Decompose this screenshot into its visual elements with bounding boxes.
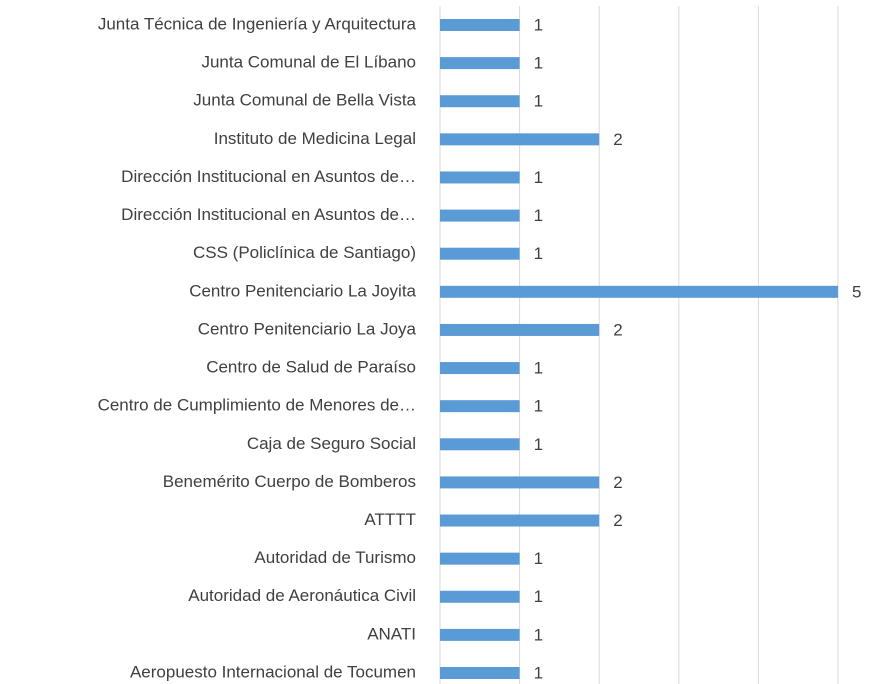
bar	[440, 95, 520, 108]
y-tick-label: Centro de Cumplimiento de Menores de…	[98, 396, 416, 415]
y-tick-label: Dirección Institucional en Asuntos de…	[121, 167, 416, 186]
y-tick-label: ATTTT	[364, 510, 416, 529]
value-label: 2	[613, 130, 622, 149]
value-label: 1	[534, 92, 543, 111]
value-label: 1	[534, 625, 543, 644]
y-tick-label: Dirección Institucional en Asuntos de…	[121, 205, 416, 224]
value-label: 1	[534, 397, 543, 416]
value-label: 1	[534, 587, 543, 606]
value-label: 1	[534, 663, 543, 682]
value-label: 1	[534, 206, 543, 225]
y-tick-label: Aeropuesto Internacional de Tocumen	[130, 662, 416, 681]
bar	[440, 171, 520, 184]
value-label: 1	[534, 15, 543, 34]
bar	[440, 628, 520, 641]
bar	[440, 57, 520, 70]
value-label: 5	[852, 282, 861, 301]
value-label: 1	[534, 549, 543, 568]
bar	[440, 438, 520, 451]
bar	[440, 590, 520, 603]
bar	[440, 19, 520, 31]
y-tick-label: Autoridad de Aeronáutica Civil	[188, 586, 416, 605]
y-tick-label: Autoridad de Turismo	[254, 548, 416, 567]
bar	[440, 667, 520, 679]
value-label: 1	[534, 54, 543, 73]
bar	[440, 514, 600, 527]
y-tick-label: Caja de Seguro Social	[247, 434, 416, 453]
value-label: 1	[534, 244, 543, 263]
value-label: 2	[613, 320, 622, 339]
bar	[440, 247, 520, 260]
value-label: 2	[613, 511, 622, 530]
bar	[440, 285, 838, 298]
bar	[440, 362, 520, 375]
y-tick-label: Instituto de Medicina Legal	[214, 129, 416, 148]
bar	[440, 133, 600, 146]
y-tick-label: Centro Penitenciario La Joyita	[189, 281, 416, 300]
value-label: 1	[534, 168, 543, 187]
y-tick-label: Centro Penitenciario La Joya	[198, 319, 417, 338]
y-tick-label: Junta Comunal de Bella Vista	[193, 91, 416, 110]
bar	[440, 209, 520, 222]
y-tick-label: Junta Comunal de El Líbano	[201, 53, 416, 72]
bar	[440, 323, 600, 336]
value-label: 1	[534, 435, 543, 454]
y-tick-label: Junta Técnica de Ingeniería y Arquitectu…	[98, 14, 417, 33]
y-tick-label: CSS (Policlínica de Santiago)	[193, 243, 416, 262]
y-tick-label: ANATI	[367, 624, 416, 643]
y-tick-label: Benemérito Cuerpo de Bomberos	[163, 472, 416, 491]
value-label: 1	[534, 359, 543, 378]
bar	[440, 400, 520, 413]
y-tick-label: Centro de Salud de Paraíso	[206, 358, 416, 377]
bar	[440, 552, 520, 565]
value-label: 2	[613, 473, 622, 492]
bar	[440, 476, 600, 489]
